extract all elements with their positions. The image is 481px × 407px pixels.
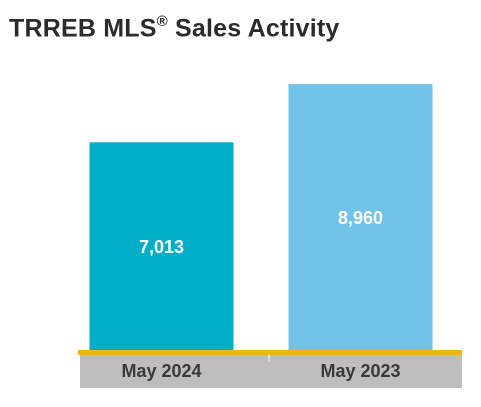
bar-may-2023 bbox=[288, 84, 433, 352]
chart-title: TRREB MLS® Sales Activity bbox=[9, 13, 340, 43]
data-label: 8,960 bbox=[338, 208, 383, 228]
bars-group bbox=[89, 84, 433, 352]
chart-title-suffix: Sales Activity bbox=[167, 14, 340, 43]
baseline-axis-line bbox=[78, 350, 462, 355]
data-label: 7,013 bbox=[139, 237, 184, 257]
category-label: May 2024 bbox=[121, 361, 201, 381]
chart-title-text: TRREB MLS bbox=[9, 14, 157, 43]
category-label: May 2023 bbox=[320, 361, 400, 381]
value-labels-group: 7,013 8,960 bbox=[139, 208, 383, 257]
registered-mark: ® bbox=[156, 13, 168, 30]
category-labels-group: May 2024 May 2023 bbox=[121, 361, 400, 381]
bar-may-2024 bbox=[89, 142, 234, 352]
category-axis-band bbox=[80, 352, 462, 388]
